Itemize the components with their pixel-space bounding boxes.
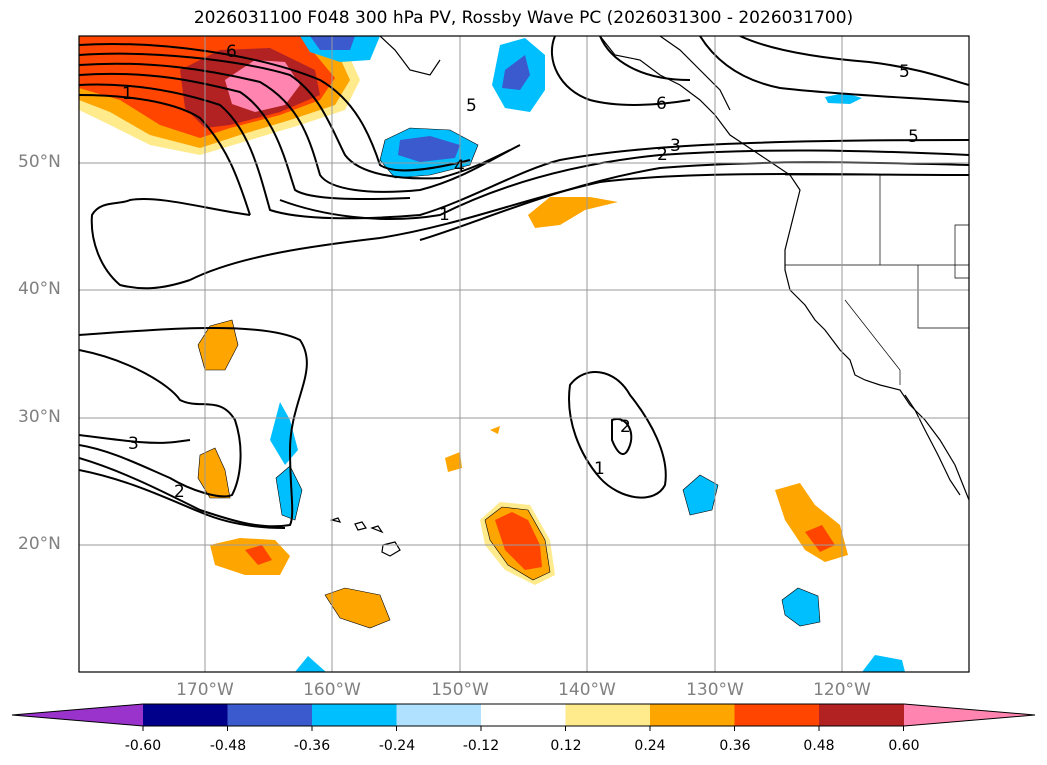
lon-label: 150°W — [431, 680, 489, 700]
lat-label: 30°N — [18, 407, 61, 427]
contour-label: 5 — [908, 127, 919, 147]
colorbar-cell — [565, 704, 651, 726]
contour-label: 3 — [670, 136, 681, 156]
lon-label: 120°W — [813, 680, 871, 700]
lat-label: 50°N — [18, 152, 61, 172]
colorbar-extend-min — [12, 704, 143, 726]
plot-area — [79, 36, 969, 672]
colorbar-cell — [819, 704, 904, 726]
colorbar-cell — [734, 704, 820, 726]
colorbar-tick-label: 0.48 — [803, 738, 835, 754]
colorbar-tick-label: 0.12 — [550, 738, 582, 754]
pv-contours — [79, 36, 969, 529]
contour-label: 2 — [174, 482, 185, 502]
colorbar-tick-label: -0.12 — [462, 738, 500, 754]
coastlines — [379, 36, 969, 501]
colorbar-extend-max — [904, 704, 1035, 726]
lon-label: 140°W — [558, 680, 616, 700]
hawaii-islands — [329, 517, 401, 557]
contour-label: 1 — [439, 205, 450, 225]
graticule — [79, 36, 969, 672]
colorbar-tick-label: 0.24 — [634, 738, 666, 754]
contour-label: 6 — [656, 94, 667, 114]
lat-label: 40°N — [18, 279, 61, 299]
colorbar-tick-label: -0.24 — [378, 738, 416, 754]
contour-labels: 6 1 5 4 1 6 3 2 5 5 3 2 2 1 — [122, 42, 919, 502]
colorbar-tick-label: -0.36 — [293, 738, 331, 754]
anomaly-outlines — [197, 127, 821, 629]
colorbar-cell — [143, 704, 228, 726]
contour-label: 1 — [122, 84, 133, 104]
colorbar-cell — [312, 704, 397, 726]
positive-anomaly-central-north — [528, 197, 618, 228]
contour-label: 3 — [128, 434, 139, 454]
colorbar-tick-label: -0.60 — [124, 738, 162, 754]
colorbar-cell — [227, 704, 313, 726]
contour-label: 4 — [454, 157, 465, 177]
lon-label: 130°W — [686, 680, 744, 700]
contour-label: 6 — [226, 42, 237, 62]
contour-label: 5 — [899, 62, 910, 82]
state-borders — [785, 174, 969, 385]
colorbar-cell — [396, 704, 482, 726]
lat-label: 20°N — [18, 534, 61, 554]
colorbar-tick-label: 0.36 — [719, 738, 751, 754]
contour-label: 1 — [594, 459, 605, 479]
colorbar-cell — [650, 704, 735, 726]
plot-frame — [78, 35, 970, 673]
lon-label: 170°W — [176, 680, 234, 700]
lon-label: 160°W — [303, 680, 361, 700]
map-title: 2026031100 F048 300 hPa PV, Rossby Wave … — [193, 8, 854, 28]
colorbar-tick-label: -0.48 — [209, 738, 247, 754]
colorbar-tick-label: 0.60 — [888, 738, 920, 754]
contour-label: 2 — [620, 417, 631, 437]
colorbar — [11, 703, 1036, 731]
colorbar-cell — [481, 704, 566, 726]
contour-label: 5 — [466, 96, 477, 116]
contour-label: 2 — [657, 145, 668, 165]
